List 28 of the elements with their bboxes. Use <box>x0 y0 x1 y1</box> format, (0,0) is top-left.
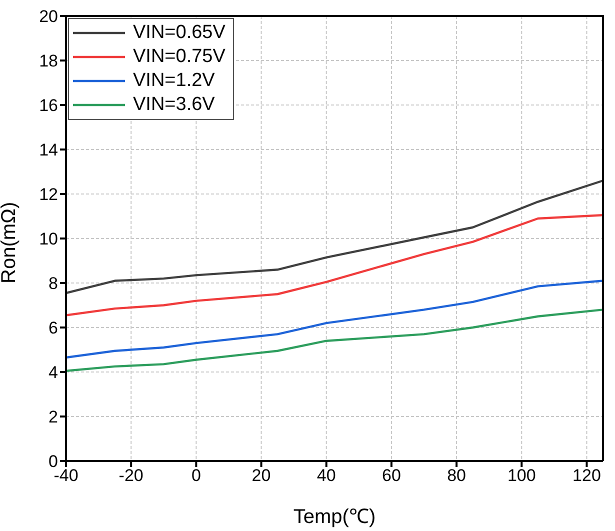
y-tick-label: 16 <box>39 96 58 116</box>
y-tick-label: 8 <box>48 274 58 294</box>
x-tick-label: 20 <box>252 466 271 486</box>
x-axis-title: Temp(℃) <box>293 506 376 528</box>
y-tick-label: 6 <box>48 318 58 338</box>
x-tick-label: 120 <box>572 466 601 486</box>
legend-label: VIN=0.75V <box>133 45 226 69</box>
y-tick-label: 20 <box>39 7 58 26</box>
y-tick-label: 12 <box>39 185 58 204</box>
legend-label: VIN=1.2V <box>133 69 215 93</box>
legend-label: VIN=3.6V <box>133 93 215 117</box>
line-series <box>66 180 603 294</box>
line-series <box>66 280 603 359</box>
x-tick-label: 0 <box>191 466 201 486</box>
x-tick-label: 60 <box>382 466 401 486</box>
y-axis-title: Ron(mΩ) <box>0 202 20 284</box>
x-tick-label: 80 <box>447 466 466 486</box>
x-tick-label: 100 <box>507 466 536 486</box>
line-series <box>66 308 603 372</box>
y-tick-label: 14 <box>39 140 58 160</box>
legend-label: VIN=0.65V <box>133 21 226 45</box>
x-tick-label: -20 <box>118 466 144 486</box>
y-tick-label: 2 <box>48 408 58 427</box>
x-tick-label: 40 <box>316 466 336 486</box>
line-series <box>66 214 603 316</box>
y-tick-label: 4 <box>48 363 58 382</box>
y-tick-label: 10 <box>39 230 58 249</box>
y-tick-label: 18 <box>39 52 58 71</box>
